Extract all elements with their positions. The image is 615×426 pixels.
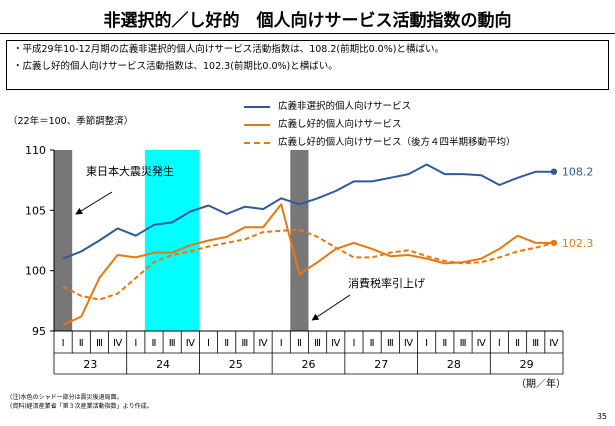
page-number: 35 bbox=[596, 412, 607, 421]
legend-item-leisure: 広義し好的個人向けサービス bbox=[244, 116, 516, 134]
x-tick-label-quarter: Ⅳ bbox=[186, 338, 196, 349]
x-tick-label-quarter: Ⅲ bbox=[387, 338, 394, 349]
y-tick-label: 105 bbox=[25, 204, 46, 217]
legend-item-non-selective: 広義非選択的個人向けサービス bbox=[244, 98, 516, 116]
y-tick-label: 95 bbox=[32, 325, 46, 338]
x-tick-label-year: 25 bbox=[229, 358, 243, 371]
x-tick-label-quarter: Ⅳ bbox=[331, 338, 341, 349]
x-tick-label-year: 24 bbox=[156, 358, 170, 371]
x-tick-label-quarter: Ⅱ bbox=[152, 338, 157, 349]
x-tick-label-quarter: Ⅰ bbox=[498, 338, 501, 349]
page-title: 非選択的／し好的 個人向けサービス活動指数の動向 bbox=[103, 11, 512, 31]
x-tick-label-year: 23 bbox=[83, 358, 97, 371]
x-tick-label-quarter: Ⅰ bbox=[352, 338, 355, 349]
x-tick-label-quarter: Ⅳ bbox=[113, 338, 123, 349]
y-tick-label: 110 bbox=[25, 144, 46, 157]
x-tick-label-quarter: Ⅱ bbox=[370, 338, 375, 349]
y-tick-label: 100 bbox=[25, 265, 46, 278]
x-tick-label-quarter: Ⅲ bbox=[169, 338, 176, 349]
footnote-source: (資料)経済産業省「第３次産業活動指数」より作成。 bbox=[10, 403, 153, 410]
shaded-region-cyan bbox=[144, 150, 200, 331]
series-line-0 bbox=[62, 163, 554, 260]
x-tick-label-quarter: Ⅳ bbox=[258, 338, 268, 349]
data-label-1: 102.3 bbox=[562, 237, 594, 250]
annotation-earthquake: 東日本大震災発生 bbox=[86, 164, 174, 178]
series-end-marker-0 bbox=[550, 168, 558, 175]
x-tick-label-quarter: Ⅱ bbox=[515, 338, 520, 349]
x-tick-label-quarter: Ⅱ bbox=[224, 338, 229, 349]
x-tick-label-quarter: Ⅳ bbox=[549, 338, 559, 349]
x-tick-label-quarter: Ⅱ bbox=[442, 338, 447, 349]
x-tick-label-quarter: Ⅰ bbox=[425, 338, 428, 349]
legend-swatch-solid-blue bbox=[244, 106, 270, 108]
footnote-note: (注)水色のシャドー部分は震災後退局面。 bbox=[10, 394, 123, 401]
x-tick-label-quarter: Ⅳ bbox=[477, 338, 487, 349]
x-axis-label: （期／年） bbox=[516, 377, 566, 390]
unit-note: （22年＝100、季節調整済） bbox=[8, 116, 134, 127]
legend-label: 広義し好的個人向けサービス bbox=[278, 119, 402, 130]
x-tick-label-quarter: Ⅲ bbox=[96, 338, 103, 349]
x-tick-label-quarter: Ⅲ bbox=[532, 338, 539, 349]
x-tick-label-year: 26 bbox=[302, 358, 316, 371]
shaded-region-gray bbox=[54, 150, 73, 331]
summary-bullet-1: ・平成29年10-12月期の広義非選択的個人向けサービス活動指数は、108.2(… bbox=[13, 44, 444, 55]
x-tick-label-quarter: Ⅰ bbox=[207, 338, 210, 349]
legend-swatch-solid-orange bbox=[244, 124, 270, 126]
legend-item-leisure-moving-average: 広義し好的個人向けサービス（後方４四半期移動平均） bbox=[244, 134, 516, 152]
x-tick-label-year: 28 bbox=[447, 358, 461, 371]
x-tick-label-quarter: Ⅰ bbox=[134, 338, 137, 349]
data-label-0: 108.2 bbox=[562, 166, 594, 179]
title-divider bbox=[0, 33, 615, 34]
chart-legend: 広義非選択的個人向けサービス 広義し好的個人向けサービス 広義し好的個人向けサー… bbox=[244, 98, 516, 152]
series-line-1 bbox=[62, 203, 554, 326]
legend-swatch-dashed-orange bbox=[244, 142, 270, 144]
annotation-arrow-earthquake bbox=[75, 191, 113, 215]
x-tick-label-quarter: Ⅱ bbox=[79, 338, 84, 349]
summary-box: ・平成29年10-12月期の広義非選択的個人向けサービス活動指数は、108.2(… bbox=[6, 40, 609, 90]
x-tick-label-year: 29 bbox=[520, 358, 534, 371]
series-end-marker-1 bbox=[550, 239, 558, 247]
legend-label: 広義し好的個人向けサービス（後方４四半期移動平均） bbox=[278, 137, 516, 148]
footnotes: (注)水色のシャドー部分は震災後退局面。 (資料)経済産業省「第３次産業活動指数… bbox=[10, 393, 153, 411]
x-tick-label-quarter: Ⅰ bbox=[280, 338, 283, 349]
legend-label: 広義非選択的個人向けサービス bbox=[278, 101, 412, 112]
x-tick-label-quarter: Ⅲ bbox=[460, 338, 467, 349]
annotation-tax: 消費税率引上げ bbox=[348, 276, 425, 290]
x-tick-label-year: 27 bbox=[374, 358, 388, 371]
shaded-region-gray bbox=[290, 150, 309, 331]
x-tick-label-quarter: Ⅳ bbox=[404, 338, 414, 349]
summary-bullet-2: ・広義し好的個人向けサービス活動指数は、102.3(前期比0.0%)と横ばい。 bbox=[13, 61, 338, 72]
x-tick-label-quarter: Ⅰ bbox=[62, 338, 65, 349]
annotation-arrow-tax bbox=[311, 294, 351, 321]
series-line-2 bbox=[62, 228, 555, 301]
x-tick-label-quarter: Ⅲ bbox=[241, 338, 248, 349]
x-tick-label-quarter: Ⅱ bbox=[297, 338, 302, 349]
x-tick-label-quarter: Ⅲ bbox=[314, 338, 321, 349]
